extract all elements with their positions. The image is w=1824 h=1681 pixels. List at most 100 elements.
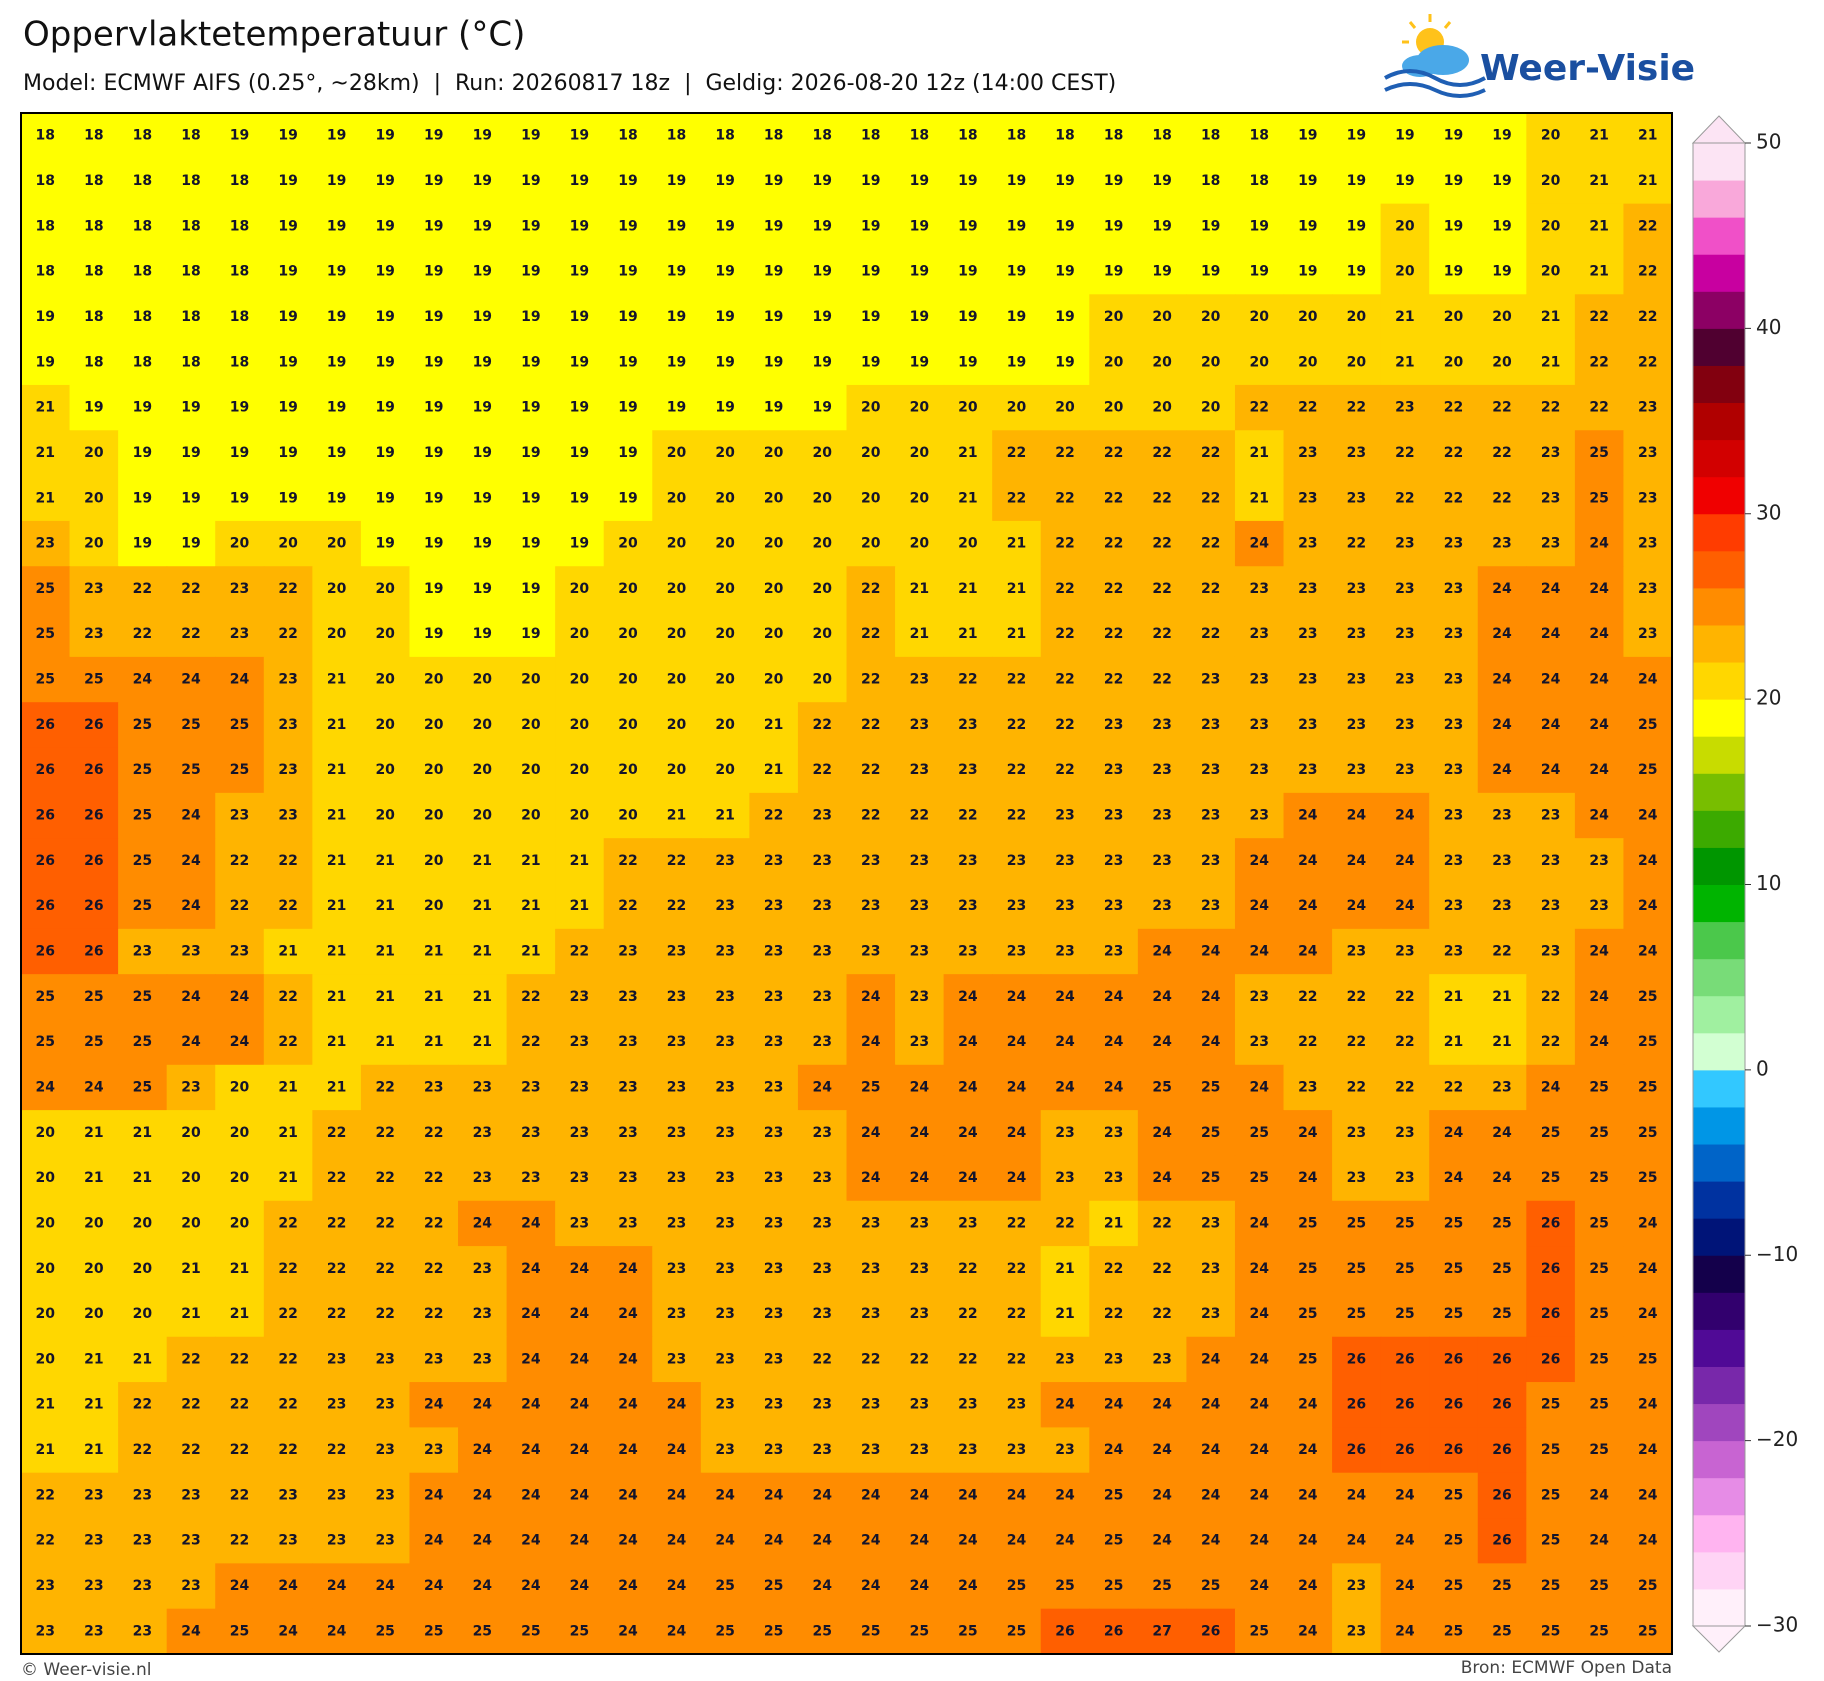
cell-label: 19 [375, 400, 394, 416]
cell [1429, 384, 1479, 431]
cell [263, 838, 313, 885]
cell-label: 24 [667, 1487, 687, 1503]
cell [603, 294, 653, 341]
cell [1526, 248, 1576, 295]
cell-label: 18 [133, 128, 152, 144]
cell-label: 21 [521, 898, 540, 914]
cell [263, 1200, 313, 1247]
cell [312, 702, 362, 749]
cell [1234, 1200, 1285, 1247]
cell [1332, 339, 1382, 386]
cell [1429, 838, 1479, 885]
cell [1429, 1608, 1479, 1655]
cell-label: 19 [424, 173, 443, 189]
cell [652, 974, 702, 1021]
cell-label: 19 [764, 218, 783, 234]
cell-label: 22 [278, 853, 297, 869]
cell-label: 19 [570, 354, 589, 370]
cell-label: 22 [1541, 400, 1560, 416]
cell [1040, 883, 1090, 930]
cell [1137, 1472, 1188, 1519]
cell [1137, 928, 1188, 975]
cell [118, 792, 168, 839]
cell [1186, 1064, 1236, 1111]
cell-label: 20 [133, 1215, 153, 1231]
cell-label: 24 [958, 1533, 978, 1549]
cell-label: 24 [473, 1215, 493, 1231]
cell [69, 203, 119, 250]
cell [797, 1382, 848, 1428]
cell-label: 24 [424, 1397, 444, 1413]
cell-label: 20 [1298, 354, 1318, 370]
cell-label: 20 [1541, 173, 1561, 189]
cell-label: 24 [1055, 1397, 1075, 1413]
cell [1234, 838, 1285, 885]
cell-label: 24 [618, 1351, 638, 1367]
cell [846, 1382, 896, 1428]
cell-label: 26 [1541, 1306, 1560, 1322]
cell-label: 18 [181, 309, 200, 325]
cell [797, 1200, 848, 1247]
cell [1089, 883, 1139, 930]
cell-label: 22 [1055, 536, 1074, 552]
cell [1137, 1019, 1188, 1066]
cell [652, 203, 702, 250]
cell-label: 24 [181, 808, 201, 824]
cell-label: 20 [230, 1079, 250, 1095]
cell [458, 747, 508, 794]
cell [1283, 1155, 1333, 1202]
cell-label: 24 [521, 1397, 541, 1413]
cell [69, 1200, 119, 1247]
cell [1234, 747, 1285, 794]
cell [603, 974, 653, 1021]
cell [555, 520, 605, 567]
cell-label: 24 [1298, 1623, 1318, 1639]
cell-label: 19 [570, 218, 589, 234]
cell [458, 1155, 508, 1202]
cell [700, 1155, 750, 1202]
cell [1574, 1518, 1625, 1564]
cell [1332, 1246, 1382, 1293]
cell [215, 158, 265, 205]
cell [1477, 702, 1527, 749]
cell [895, 1110, 945, 1157]
cell [846, 656, 896, 703]
cell [1623, 1427, 1673, 1474]
cell [1380, 974, 1430, 1021]
cell [1574, 1200, 1625, 1247]
cell-label: 19 [910, 354, 929, 370]
cell-label: 21 [375, 898, 394, 914]
cell [506, 1019, 556, 1066]
cell-label: 24 [570, 1442, 590, 1458]
cell [1429, 928, 1479, 975]
cell [409, 1110, 459, 1157]
cell-label: 24 [1638, 1397, 1658, 1413]
cell [312, 792, 362, 839]
cell-label: 24 [278, 1578, 298, 1594]
cell-label: 24 [521, 1351, 541, 1367]
cell-label: 19 [133, 490, 152, 506]
cell [1623, 702, 1673, 749]
cell [700, 475, 750, 522]
cell [1089, 339, 1139, 386]
cell [943, 475, 993, 522]
cell [992, 1291, 1042, 1338]
cell-label: 25 [1638, 717, 1657, 733]
cell [992, 1336, 1042, 1383]
colorbar-segment [1693, 217, 1745, 255]
cell-label: 24 [618, 1306, 638, 1322]
cell-label: 18 [84, 309, 103, 325]
cell-label: 23 [1395, 943, 1414, 959]
cell-label: 24 [958, 989, 978, 1005]
cell [1283, 339, 1333, 386]
cell-label: 24 [1250, 1487, 1270, 1503]
cell [1089, 158, 1139, 205]
cell [1283, 1472, 1333, 1519]
cell-label: 20 [521, 717, 541, 733]
cell [1234, 702, 1285, 749]
cell-label: 23 [1055, 1442, 1074, 1458]
cell [555, 747, 605, 794]
cell [458, 974, 508, 1021]
cell-label: 18 [36, 128, 55, 144]
cell-label: 23 [1444, 581, 1463, 597]
